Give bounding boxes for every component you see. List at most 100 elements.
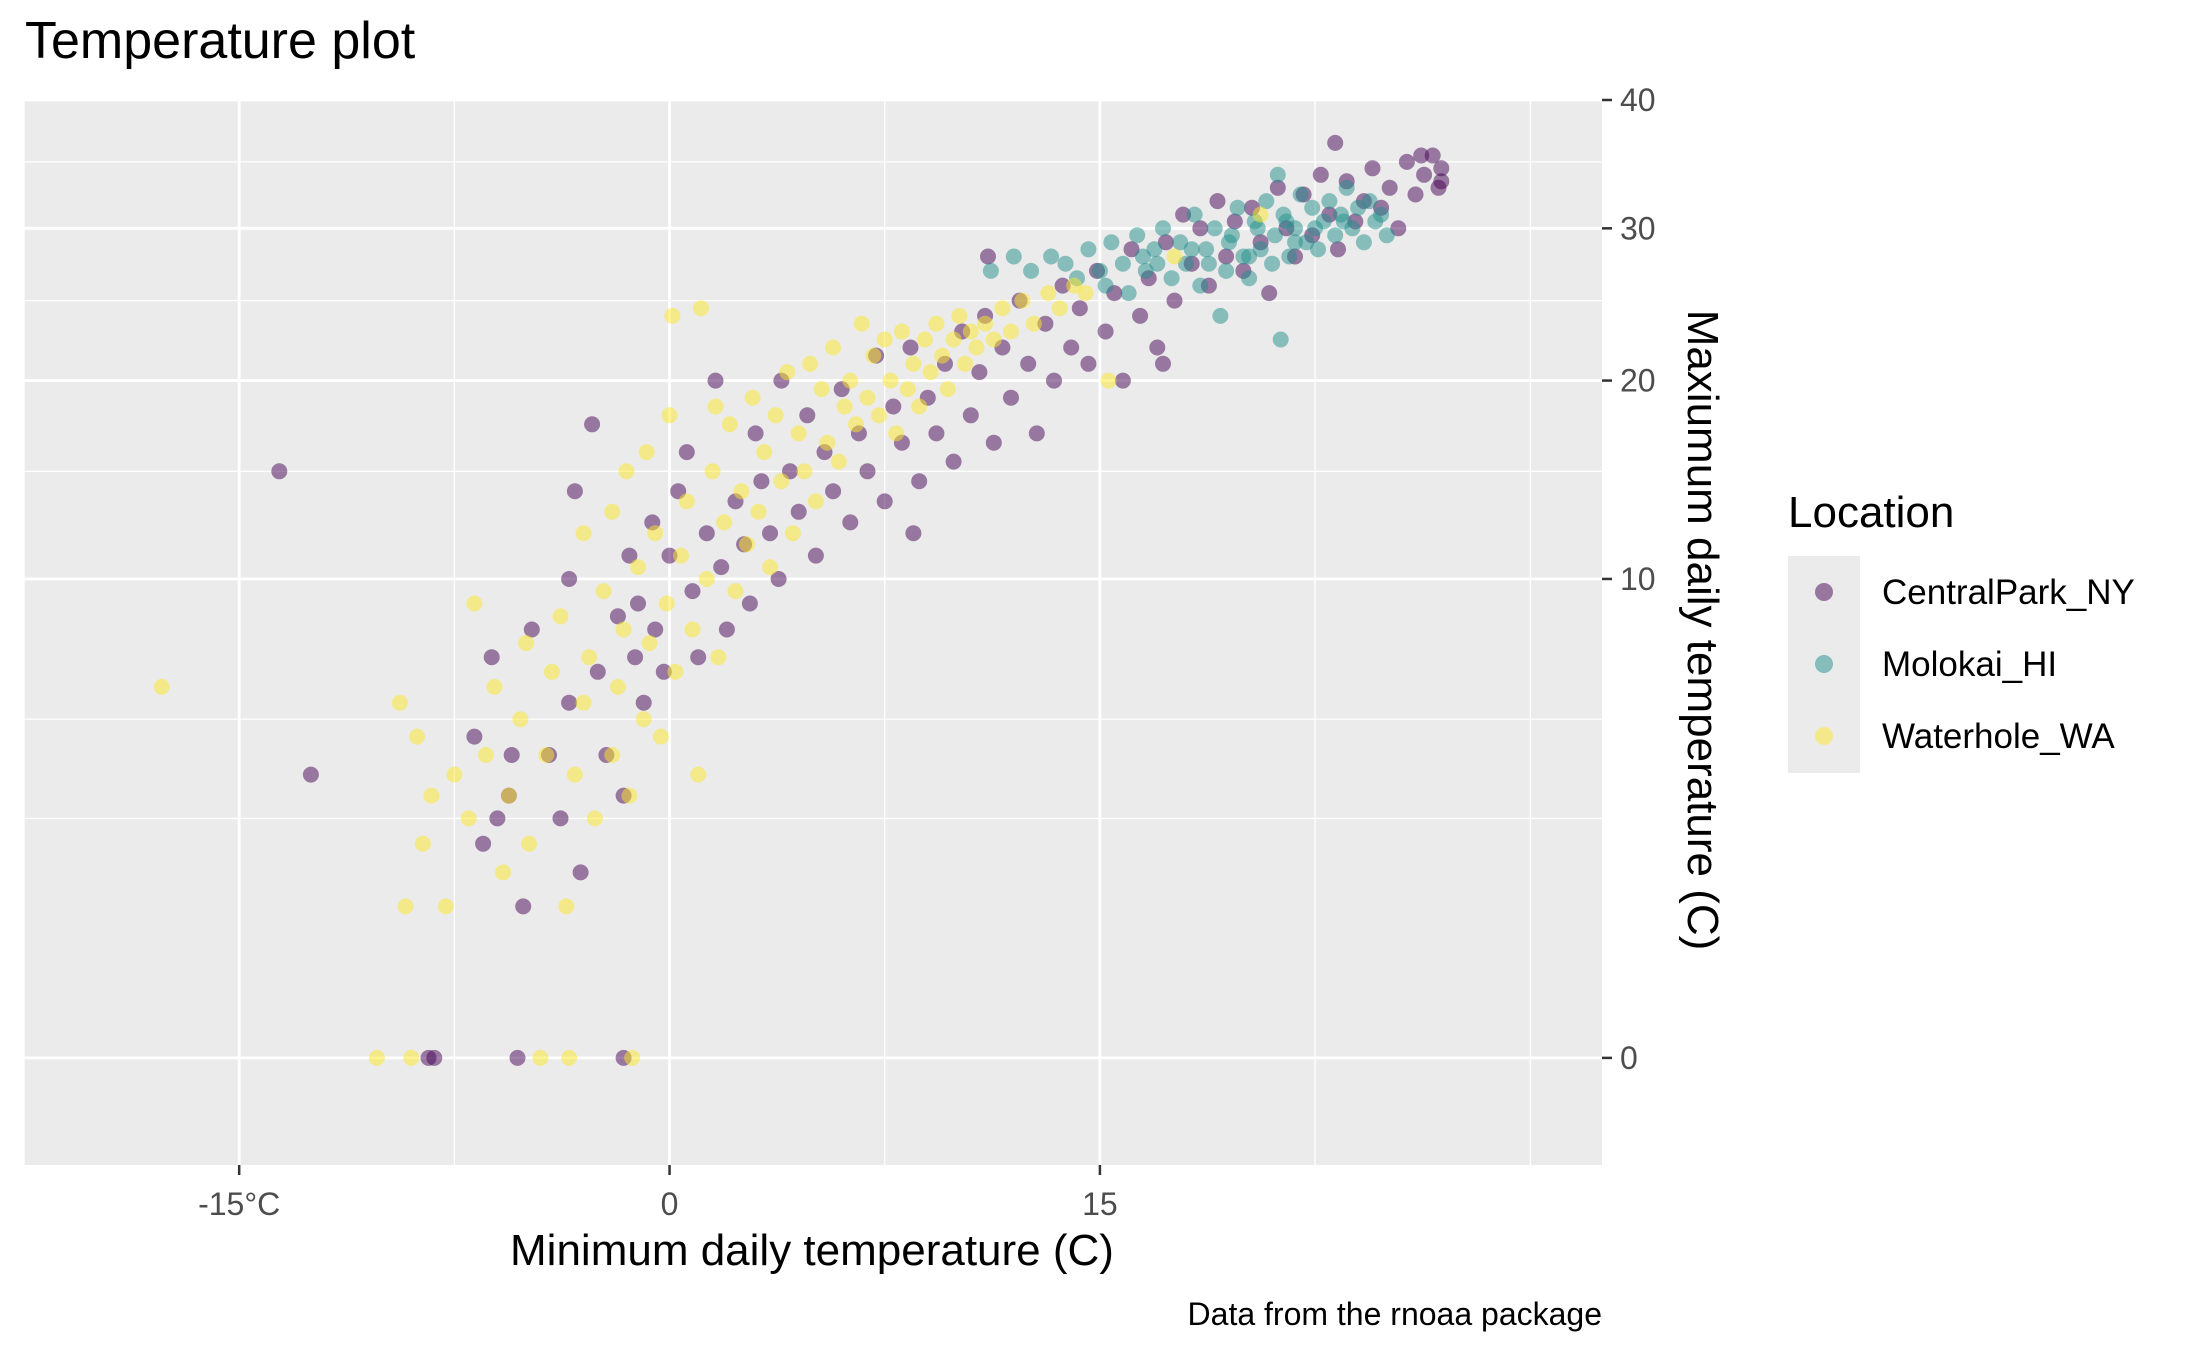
data-point <box>1361 193 1378 210</box>
data-point <box>784 525 801 542</box>
data-point <box>842 514 859 531</box>
data-point <box>1430 179 1447 196</box>
data-point <box>911 398 928 415</box>
data-point <box>1278 213 1295 230</box>
data-point <box>767 407 784 424</box>
data-point <box>397 898 414 915</box>
data-point <box>1272 331 1289 348</box>
data-point <box>1014 292 1031 309</box>
data-point <box>859 463 876 480</box>
data-point <box>1241 270 1258 287</box>
data-point <box>1192 277 1209 294</box>
data-point <box>1103 234 1120 251</box>
data-point <box>621 547 638 564</box>
data-point <box>985 434 1002 451</box>
data-point <box>1335 213 1352 230</box>
data-point <box>673 547 689 564</box>
data-point <box>661 407 678 424</box>
data-point <box>698 525 715 542</box>
legend-key <box>1815 727 1833 745</box>
legend-key <box>1815 583 1833 601</box>
data-point <box>1043 248 1060 265</box>
data-point <box>842 372 859 389</box>
data-point <box>1281 248 1298 265</box>
data-point <box>762 559 778 576</box>
data-point <box>1132 307 1149 324</box>
data-point <box>1416 166 1433 183</box>
y-tick-label: 40 <box>1620 82 1656 118</box>
data-point <box>1046 372 1062 389</box>
data-point <box>561 694 578 711</box>
data-point <box>1212 307 1229 324</box>
data-point <box>962 407 979 424</box>
data-point <box>819 434 836 451</box>
data-point <box>667 663 684 680</box>
data-point <box>586 810 603 827</box>
data-point <box>652 728 669 745</box>
data-point <box>538 747 555 763</box>
data-point <box>710 649 727 666</box>
data-point <box>1178 255 1194 272</box>
data-point <box>684 621 701 638</box>
data-point <box>1080 355 1097 372</box>
data-point <box>503 747 520 763</box>
major-gridlines <box>24 98 1602 1165</box>
data-point <box>446 766 463 783</box>
data-point <box>1258 193 1275 210</box>
data-point <box>1114 372 1131 389</box>
data-point <box>690 766 707 783</box>
data-point <box>1037 315 1054 332</box>
data-point <box>888 425 905 442</box>
data-point <box>1209 193 1226 210</box>
data-point <box>561 1049 578 1066</box>
data-point <box>905 525 922 542</box>
data-point <box>1261 285 1278 302</box>
data-point <box>744 389 761 406</box>
data-point <box>1003 323 1019 340</box>
data-point <box>876 493 893 510</box>
data-point <box>558 898 575 915</box>
data-point <box>1378 227 1395 244</box>
data-point <box>271 463 288 480</box>
data-point <box>1298 234 1315 251</box>
data-point <box>762 525 778 542</box>
plot-panel <box>24 100 1602 1165</box>
data-point <box>1269 179 1286 196</box>
data-point <box>552 810 569 827</box>
data-point <box>621 787 638 804</box>
data-point <box>647 525 664 542</box>
data-point <box>713 559 730 576</box>
data-point <box>1071 300 1088 317</box>
data-point <box>1155 355 1171 372</box>
data-point <box>615 621 632 638</box>
data-point <box>853 315 870 332</box>
data-point <box>1091 262 1108 279</box>
data-point <box>977 315 994 332</box>
chart-caption: Data from the rnoaa package <box>1188 1296 1602 1332</box>
data-point <box>1097 323 1114 340</box>
data-point <box>928 425 945 442</box>
data-point <box>1063 339 1080 356</box>
data-point <box>466 595 483 612</box>
data-point <box>733 483 750 500</box>
data-point <box>813 381 830 398</box>
data-point <box>1287 234 1303 251</box>
data-point <box>635 694 652 711</box>
data-point <box>796 463 813 480</box>
data-point <box>707 398 724 415</box>
data-point <box>968 339 985 356</box>
data-point <box>1025 315 1042 332</box>
data-point <box>627 649 644 666</box>
data-point <box>916 331 933 348</box>
data-point <box>1221 234 1237 251</box>
data-point <box>647 621 664 638</box>
data-point <box>561 571 578 587</box>
data-point <box>1175 206 1192 223</box>
data-point <box>893 323 910 340</box>
data-point <box>1100 372 1117 389</box>
data-point <box>678 444 695 461</box>
data-point <box>779 364 796 381</box>
data-point <box>1155 220 1171 237</box>
data-point <box>1157 234 1174 251</box>
